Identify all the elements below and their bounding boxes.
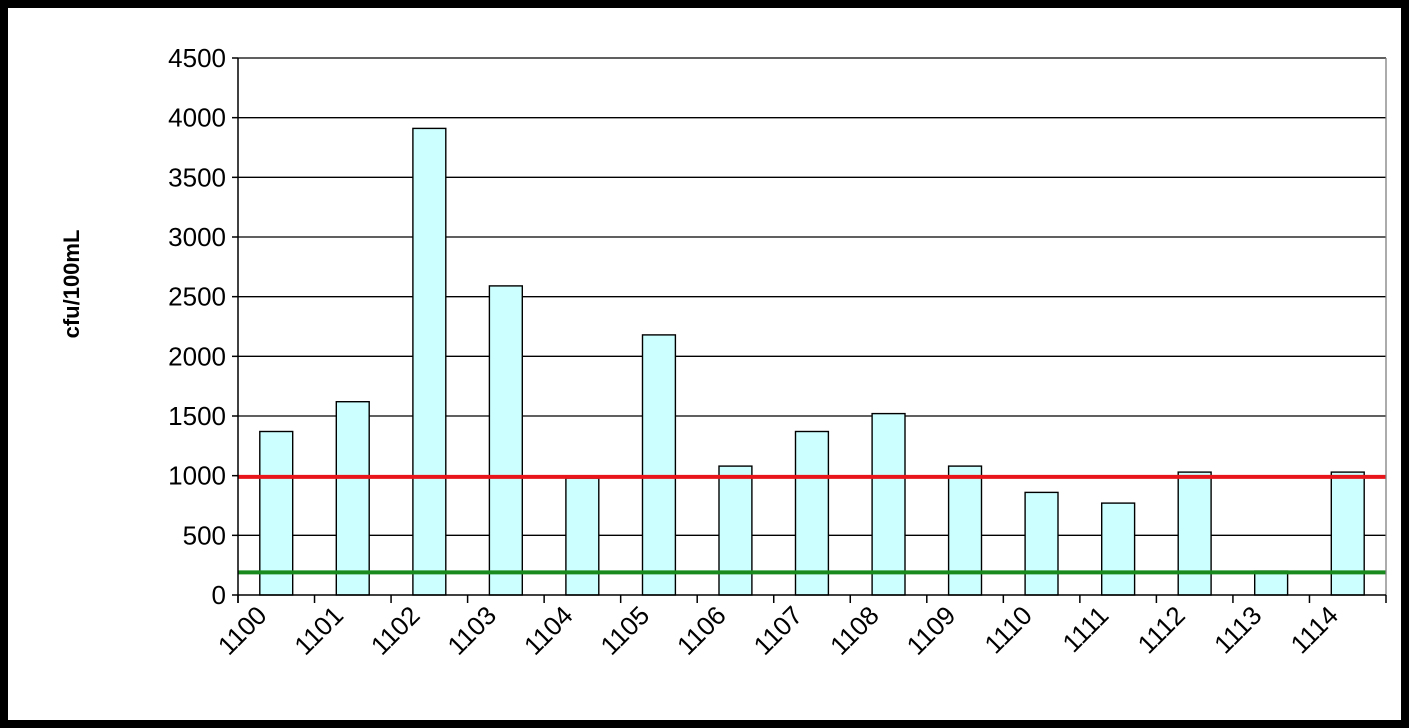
bar-1105 <box>641 334 677 596</box>
x-tick-label-1104: 1104 <box>518 600 579 661</box>
x-tick-label-1110: 1110 <box>978 600 1037 659</box>
chart-frame: 0 500 1000 1500 2000 2500 3000 3500 4000 4500 110… <box>8 8 1401 720</box>
x-tick-label-1103: 1103 <box>441 600 502 661</box>
y-tick-label: 2500 <box>168 282 226 312</box>
x-tick-label-1107: 1107 <box>747 600 808 661</box>
y-axis-label: cfu/100mL <box>59 230 84 339</box>
y-tick-label: 0 <box>212 580 226 610</box>
x-tick-label-1109: 1109 <box>901 600 962 661</box>
y-tick-label: 4500 <box>168 43 226 73</box>
x-tick-label-1113: 1113 <box>1208 600 1267 659</box>
bar-1101 <box>335 401 370 596</box>
bar-1110 <box>1024 491 1059 596</box>
y-tick-label: 1000 <box>168 461 226 491</box>
y-tick-label: 4000 <box>168 103 226 133</box>
reference-lines <box>238 474 1386 575</box>
y-tick-label: 3500 <box>168 162 226 192</box>
y-tick-label: 1500 <box>168 401 226 431</box>
bars <box>259 127 1365 596</box>
bar-1104 <box>565 477 600 596</box>
bar-1111 <box>1100 502 1136 596</box>
x-tick-label-1101: 1101 <box>288 600 349 661</box>
y-tick-labels: 0 500 1000 1500 2000 2500 3000 3500 4000 4500 <box>168 43 226 610</box>
x-tick-label-1112: 1112 <box>1132 600 1191 659</box>
y-tick-label: 3000 <box>168 222 226 252</box>
bar-1113 <box>1253 570 1289 596</box>
x-tick-label-1108: 1108 <box>824 600 885 661</box>
x-tick-label-1105: 1105 <box>594 600 655 661</box>
bar-1109 <box>947 465 983 596</box>
x-tick-label-1106: 1106 <box>671 600 732 661</box>
bar-1100 <box>259 430 294 596</box>
bar-1103 <box>488 285 523 596</box>
x-tick-labels: 1100 1101 1102 1103 1104 1105 1106 1107 1108 1109… <box>212 600 1344 661</box>
bar-1108 <box>871 412 906 596</box>
bar-1102 <box>412 127 447 596</box>
x-tick-label-1102: 1102 <box>365 600 426 661</box>
axes <box>232 57 1387 603</box>
bar-1112 <box>1177 471 1212 596</box>
bar-chart: 0 500 1000 1500 2000 2500 3000 3500 4000 4500 110… <box>59 43 1387 661</box>
y-tick-label: 2000 <box>168 341 226 371</box>
y-tick-label: 500 <box>183 520 226 550</box>
bar-1114 <box>1330 471 1365 596</box>
bar-1106 <box>718 465 753 596</box>
x-tick-label-1114: 1114 <box>1285 600 1344 659</box>
x-tick-label-1111: 1111 <box>1056 600 1114 658</box>
